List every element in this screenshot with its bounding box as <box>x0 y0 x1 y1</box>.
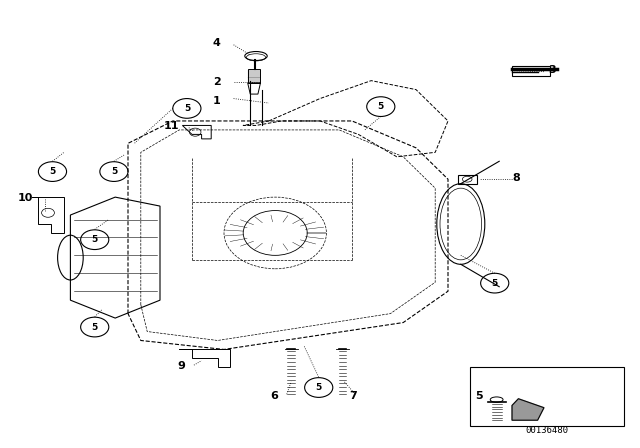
Polygon shape <box>512 399 544 420</box>
Text: 5: 5 <box>475 392 483 401</box>
Text: 5: 5 <box>378 102 384 111</box>
Text: 5: 5 <box>49 167 56 176</box>
Text: 5: 5 <box>92 235 98 244</box>
Text: 8: 8 <box>512 173 520 183</box>
Text: 9: 9 <box>177 362 185 371</box>
Text: 3: 3 <box>548 65 556 75</box>
Text: 5: 5 <box>492 279 498 288</box>
Text: 5: 5 <box>111 167 117 176</box>
Text: 7: 7 <box>349 392 357 401</box>
Text: 00136480: 00136480 <box>525 426 569 435</box>
Text: 5: 5 <box>184 104 190 113</box>
Text: 5: 5 <box>92 323 98 332</box>
Text: 4: 4 <box>213 38 221 47</box>
Text: 2: 2 <box>213 77 221 86</box>
Text: 5: 5 <box>316 383 322 392</box>
Text: 1: 1 <box>213 96 221 106</box>
Text: 11: 11 <box>164 121 179 131</box>
Text: 6: 6 <box>271 392 278 401</box>
Text: 10: 10 <box>18 193 33 203</box>
